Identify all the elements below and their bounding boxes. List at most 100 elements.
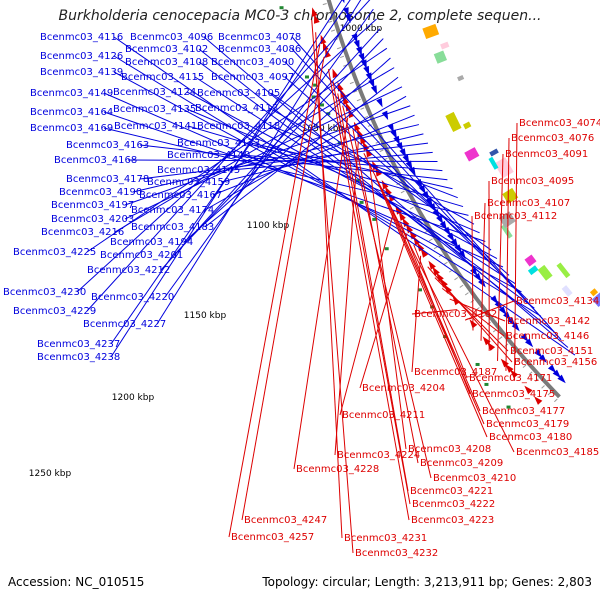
backbone-tick <box>330 29 336 32</box>
reverse-gene <box>311 7 318 17</box>
gene-label-forward: Bcenmc03_4140 <box>167 150 250 161</box>
leader-line-forward <box>86 47 388 253</box>
gene-label-forward: Bcenmc03_4113 <box>195 103 278 114</box>
gene-label-forward: Bcenmc03_4133 <box>177 138 260 149</box>
tick-feature <box>279 6 284 10</box>
feature-block <box>464 147 480 162</box>
leader-line-reverse <box>241 56 325 521</box>
forward-gene <box>470 267 478 277</box>
gene-label-reverse: Bcenmc03_4156 <box>514 357 597 368</box>
gene-label-reverse: Bcenmc03_4257 <box>231 532 314 543</box>
gene-label-reverse: Bcenmc03_4208 <box>408 444 491 455</box>
leader-line-reverse <box>327 69 410 521</box>
reverse-gene <box>524 385 533 395</box>
gene-label-reverse: Bcenmc03_4146 <box>506 331 589 342</box>
feature-block <box>498 211 516 229</box>
leader-line-reverse <box>339 210 395 416</box>
gene-label-forward: Bcenmc03_4096 <box>130 32 213 43</box>
forward-gene <box>520 333 529 343</box>
gene-label-reverse: Bcenmc03_4180 <box>489 432 572 443</box>
reverse-gene <box>325 48 332 58</box>
leader-line-forward <box>110 0 343 358</box>
backbone-tick <box>322 3 327 6</box>
gene-label-reverse: Bcenmc03_4107 <box>487 198 570 209</box>
scale-tick-label: 1100 kbp <box>247 221 290 231</box>
scale-tick-label: 1000 kbp <box>340 24 383 34</box>
leader-line-reverse <box>337 93 409 492</box>
gene-label-reverse: Bcenmc03_4112 <box>474 211 557 222</box>
gene-label-forward: Bcenmc03_4078 <box>218 32 301 43</box>
gene-label-forward: Bcenmc03_4105 <box>197 88 280 99</box>
backbone-tick <box>325 11 330 15</box>
tick-feature <box>319 103 324 107</box>
leader-line-forward <box>86 0 371 312</box>
gene-label-reverse: Bcenmc03_4232 <box>355 548 438 559</box>
gene-label-forward: Bcenmc03_4197 <box>51 200 134 211</box>
backbone-tick <box>400 190 405 194</box>
backbone-tick <box>336 47 342 50</box>
leader-line-reverse <box>413 244 468 379</box>
gene-label-forward: Bcenmc03_4115 <box>121 72 204 83</box>
feature-block <box>527 265 539 276</box>
leader-line-forward <box>250 142 453 190</box>
forward-gene <box>478 278 486 288</box>
leader-line-forward <box>124 86 403 220</box>
gene-label-reverse: Bcenmc03_4185 <box>516 447 599 458</box>
tick-feature <box>384 247 389 251</box>
feature-block <box>488 156 499 170</box>
leader-line-forward <box>164 8 374 298</box>
backbone-tick <box>364 115 369 119</box>
backbone-tick <box>356 98 361 102</box>
feature-block <box>502 187 519 204</box>
leader-line-forward <box>186 108 480 234</box>
leader-line-reverse <box>359 233 408 389</box>
gene-label-reverse: Bcenmc03_4223 <box>411 515 494 526</box>
leader-line-reverse <box>464 300 515 321</box>
forward-gene <box>534 349 543 358</box>
leader-line-forward <box>76 18 377 293</box>
tick-feature <box>304 75 309 79</box>
forward-gene <box>368 78 375 89</box>
gene-label-forward: Bcenmc03_4212 <box>87 265 170 276</box>
gene-label-forward: Bcenmc03_4135 <box>113 104 196 115</box>
leader-line-reverse <box>293 117 349 470</box>
feature-block <box>589 288 599 297</box>
backbone-tick <box>353 90 358 93</box>
backbone-tick <box>498 336 503 340</box>
gene-label-forward: Bcenmc03_4124 <box>113 87 196 98</box>
leader-line-forward <box>291 36 562 341</box>
feature-block <box>445 111 462 133</box>
gene-label-forward: Bcenmc03_4169 <box>30 123 113 134</box>
gene-label-forward: Bcenmc03_4216 <box>41 227 124 238</box>
leader-line-reverse <box>380 187 485 425</box>
reverse-gene <box>482 336 491 346</box>
leader-line-forward <box>103 127 469 216</box>
topology-summary: Topology: circular; Length: 3,213,911 bp… <box>262 575 592 589</box>
reverse-gene <box>440 278 448 288</box>
gene-label-forward: Bcenmc03_4139 <box>40 67 123 78</box>
tick-feature <box>313 83 318 87</box>
forward-gene <box>547 364 557 374</box>
backbone-tick <box>454 277 459 281</box>
gene-label-forward: Bcenmc03_4230 <box>3 287 86 298</box>
gene-label-forward: Bcenmc03_4225 <box>13 247 96 258</box>
reverse-gene <box>362 141 370 151</box>
backbone-tick <box>349 81 354 85</box>
leader-line-forward <box>240 154 443 172</box>
backbone-tick <box>535 378 539 382</box>
forward-gene <box>344 13 351 24</box>
leader-line-reverse <box>352 129 419 464</box>
gene-label-forward: Bcenmc03_4126 <box>40 51 123 62</box>
gene-label-forward: Bcenmc03_4190 <box>59 187 142 198</box>
leader-line-reverse <box>342 105 432 479</box>
gene-label-forward: Bcenmc03_4145 <box>157 165 240 176</box>
gene-label-reverse: Bcenmc03_4209 <box>420 458 503 469</box>
leader-line-forward <box>113 71 522 293</box>
feature-block <box>524 254 537 267</box>
leader-line-reverse <box>427 266 513 363</box>
gene-label-forward: Bcenmc03_4183 <box>131 222 214 233</box>
tick-feature <box>359 200 364 204</box>
reverse-gene <box>500 358 509 368</box>
reverse-gene <box>533 396 543 405</box>
